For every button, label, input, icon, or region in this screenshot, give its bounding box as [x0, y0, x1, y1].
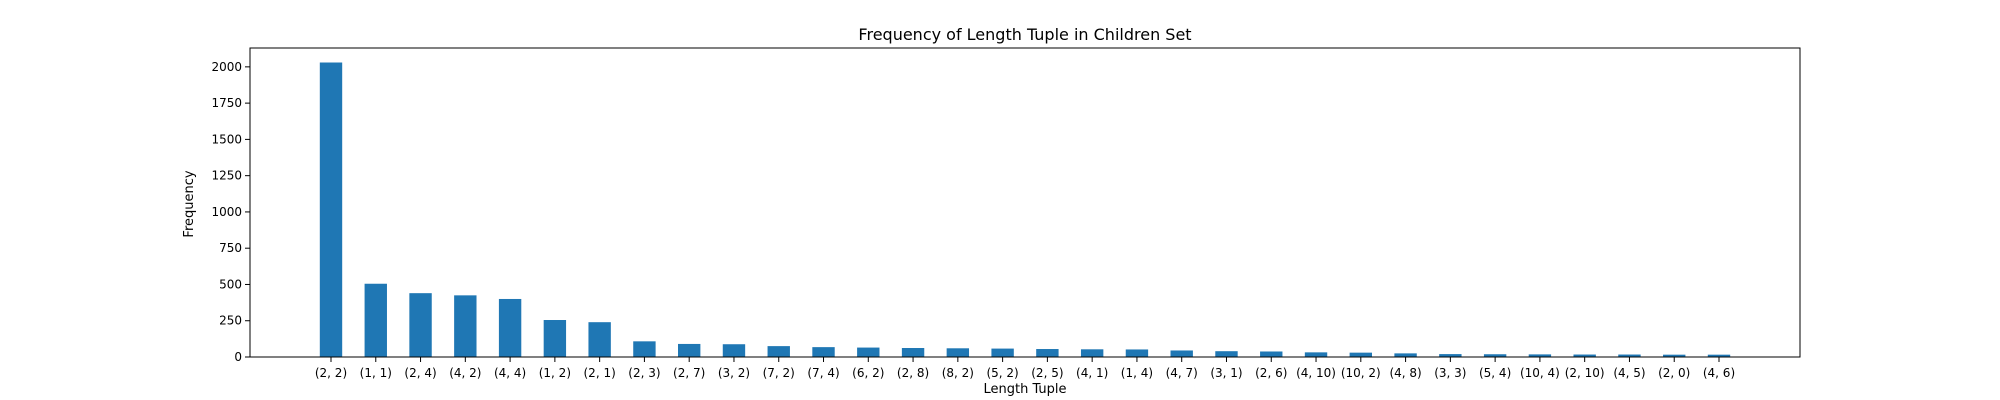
plot-frame: [249, 47, 1801, 358]
y-tick-label: 1750: [211, 96, 242, 110]
x-tick-label: (3, 1): [1210, 366, 1242, 380]
bar: [1663, 354, 1686, 357]
x-axis: (2, 2) (1, 1) (2, 4) (4, 2) (4, 4) (1, 2) (2, …: [315, 357, 1735, 380]
x-tick-label: (2, 6): [1255, 366, 1287, 380]
x-tick-label: (4, 5): [1613, 366, 1645, 380]
y-tick-label: 750: [219, 241, 242, 255]
bar: [543, 320, 567, 357]
x-tick-label: (4, 8): [1389, 366, 1421, 380]
bar: [1528, 354, 1552, 357]
x-tick-label: (3, 3): [1434, 366, 1466, 380]
x-tick-label: (3, 2): [718, 366, 750, 380]
y-tick-label: 1500: [211, 132, 242, 146]
x-tick-label: (2, 5): [1031, 366, 1063, 380]
x-tick-label: (5, 4): [1479, 366, 1511, 380]
bar: [1618, 354, 1641, 357]
x-tick-label: (5, 2): [986, 366, 1018, 380]
x-tick-label: (2, 8): [897, 366, 929, 380]
x-tick-label: (2, 0): [1658, 366, 1690, 380]
bar: [1483, 354, 1507, 357]
x-tick-label: (7, 4): [807, 366, 839, 380]
bar: [319, 62, 343, 357]
y-tick-label: 500: [219, 277, 242, 291]
y-axis: 0 250 500 750 1000 1250 1500 1750 2000: [211, 60, 250, 364]
bar: [1170, 350, 1193, 357]
y-tick-label: 1000: [211, 205, 242, 219]
bar: [633, 341, 656, 357]
x-tick-label: (2, 7): [673, 366, 705, 380]
x-tick-label: (7, 2): [763, 366, 795, 380]
x-tick-label: (4, 10): [1296, 366, 1336, 380]
bar: [1439, 354, 1462, 357]
x-tick-label: (8, 2): [942, 366, 974, 380]
x-tick-label: (2, 10): [1565, 366, 1605, 380]
bar: [722, 344, 746, 357]
bar: [1394, 353, 1417, 357]
bar: [364, 283, 387, 357]
x-tick-label: (2, 4): [404, 366, 436, 380]
bars-group: [319, 62, 1731, 357]
bar: [991, 348, 1014, 357]
bar: [678, 343, 701, 357]
x-tick-label: (4, 1): [1076, 366, 1108, 380]
bar: [767, 346, 790, 357]
bar: [1707, 354, 1731, 357]
x-axis-label: Length Tuple: [983, 382, 1066, 397]
bar: [946, 348, 970, 357]
y-tick-label: 2000: [211, 60, 242, 74]
bar: [588, 322, 611, 357]
x-tick-label: (10, 4): [1520, 366, 1560, 380]
bar: [1036, 349, 1059, 357]
y-axis-label: Frequency: [182, 170, 197, 237]
bar: [1304, 352, 1328, 357]
x-tick-label: (10, 2): [1341, 366, 1381, 380]
x-tick-label: (1, 4): [1121, 366, 1153, 380]
bar: [901, 348, 925, 357]
x-tick-label: (2, 1): [584, 366, 616, 380]
x-tick-label: (2, 3): [628, 366, 660, 380]
bar: [1349, 352, 1372, 357]
bar: [1260, 351, 1283, 357]
x-tick-label: (4, 6): [1703, 366, 1735, 380]
y-tick-label: 0: [234, 350, 242, 364]
chart-title: Frequency of Length Tuple in Children Se…: [858, 25, 1191, 44]
bar: [812, 347, 835, 357]
bar: [454, 295, 477, 357]
x-tick-label: (4, 7): [1166, 366, 1198, 380]
y-tick-label: 1250: [211, 169, 242, 183]
x-tick-label: (4, 2): [449, 366, 481, 380]
bar: [1125, 349, 1149, 357]
y-tick-label: 250: [219, 314, 242, 328]
x-tick-label: (2, 2): [315, 366, 347, 380]
bar: [498, 298, 522, 357]
bar: [857, 347, 880, 357]
x-tick-label: (1, 2): [539, 366, 571, 380]
bar: [409, 293, 432, 357]
x-tick-label: (4, 4): [494, 366, 526, 380]
x-tick-label: (1, 1): [360, 366, 392, 380]
x-tick-label: (6, 2): [852, 366, 884, 380]
bar: [1080, 349, 1104, 357]
bar: [1573, 354, 1596, 357]
bar: [1215, 351, 1238, 357]
